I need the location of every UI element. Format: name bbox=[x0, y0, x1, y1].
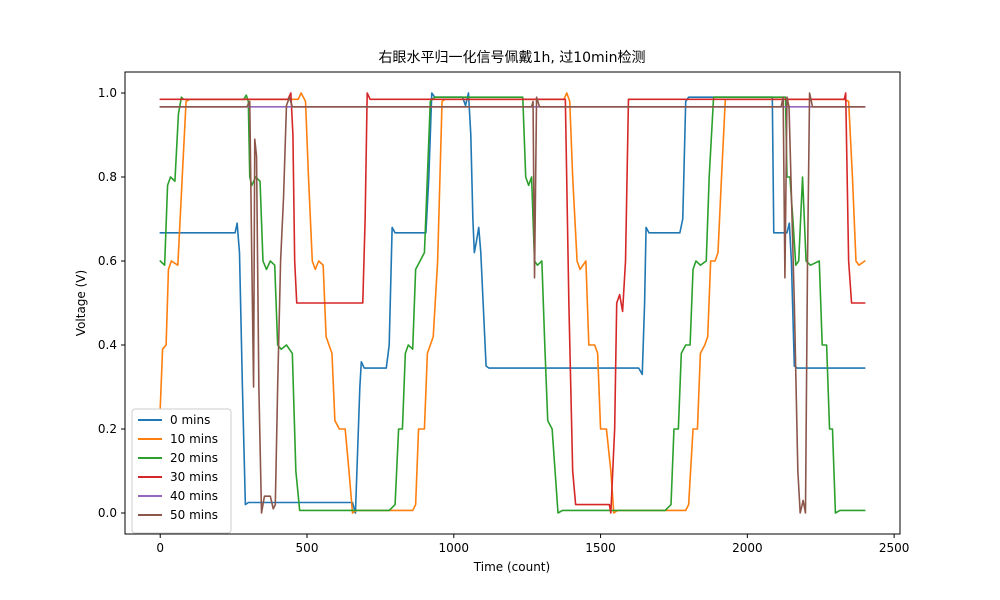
series-line-1 bbox=[159, 92, 866, 514]
y-tick-label: 0.2 bbox=[98, 422, 117, 436]
x-tick-label: 500 bbox=[296, 541, 319, 555]
y-axis-label: Voltage (V) bbox=[74, 270, 88, 336]
chart-title: 右眼水平归一化信号佩戴1h, 过10min检测 bbox=[379, 49, 646, 66]
legend-label-3: 30 mins bbox=[170, 470, 218, 484]
y-tick-label: 0.4 bbox=[98, 338, 117, 352]
x-tick-label: 1000 bbox=[439, 541, 470, 555]
plot-frame bbox=[124, 71, 901, 535]
x-tick-label: 2500 bbox=[879, 541, 910, 555]
x-tick-label: 2000 bbox=[732, 541, 763, 555]
legend-label-5: 50 mins bbox=[170, 508, 218, 522]
legend-label-2: 20 mins bbox=[170, 451, 218, 465]
series-line-3 bbox=[159, 92, 866, 514]
y-axis-ticks: 0.0 0.2 0.4 0.6 0.8 1.0 bbox=[98, 86, 125, 520]
x-axis-label: Time (count) bbox=[473, 560, 550, 574]
x-tick-label: 0 bbox=[156, 541, 164, 555]
x-axis-ticks: 0 500 1000 1500 2000 2500 bbox=[156, 534, 909, 555]
x-tick-label: 1500 bbox=[585, 541, 616, 555]
legend: 0 mins 10 mins 20 mins 30 mins 40 mins 50 min… bbox=[131, 408, 232, 534]
legend-label-4: 40 mins bbox=[170, 489, 218, 503]
series-line-5 bbox=[159, 92, 866, 514]
legend-label-0: 0 mins bbox=[170, 413, 210, 427]
series-lines bbox=[159, 92, 866, 514]
y-tick-label: 0.0 bbox=[98, 506, 117, 520]
y-tick-label: 0.6 bbox=[98, 254, 117, 268]
y-tick-label: 0.8 bbox=[98, 170, 117, 184]
legend-label-1: 10 mins bbox=[170, 432, 218, 446]
y-tick-label: 1.0 bbox=[98, 86, 117, 100]
